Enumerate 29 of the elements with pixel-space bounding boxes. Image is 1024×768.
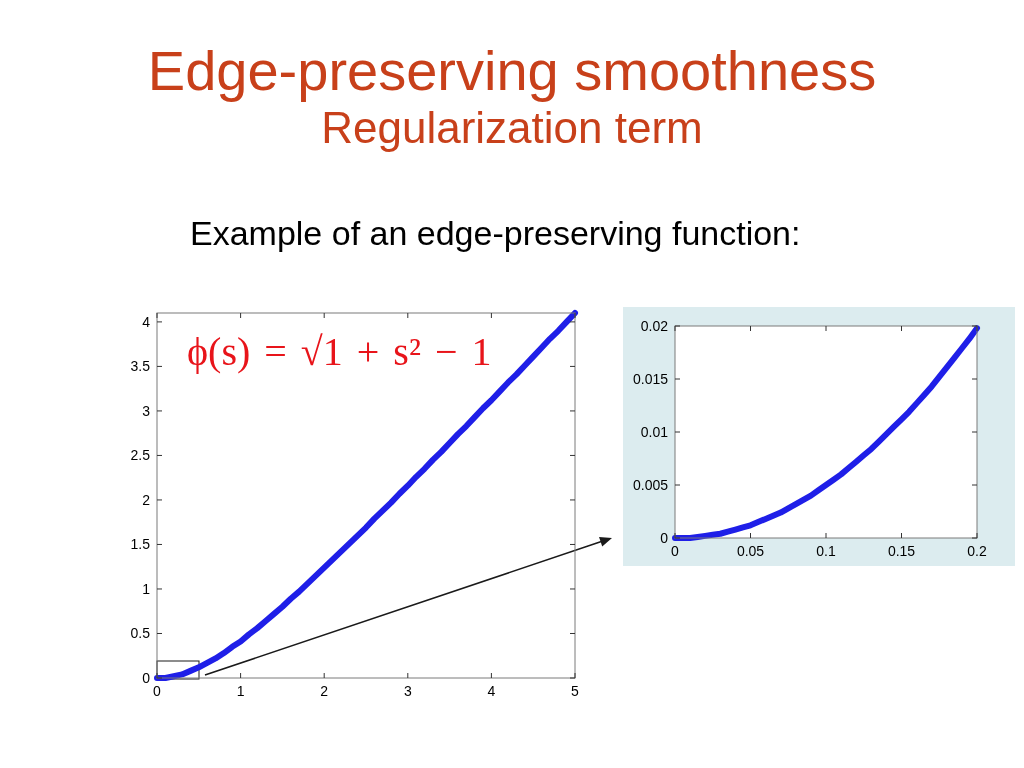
y-tick-label: 0.005 <box>632 476 669 493</box>
x-tick-label: 0 <box>153 683 162 699</box>
x-tick-label: 0 <box>671 543 680 559</box>
y-tick-label: 3 <box>142 402 151 419</box>
y-tick-label: 3.5 <box>130 358 151 375</box>
y-tick-label: 1.5 <box>130 536 151 553</box>
y-tick-label: 0 <box>660 529 669 546</box>
text: Example of an edge-preserving function: <box>190 214 801 252</box>
y-tick-label: 2 <box>142 491 151 508</box>
x-tick-label: 0.2 <box>967 543 987 559</box>
y-tick-label: 0.015 <box>632 370 669 387</box>
x-tick-label: 0.05 <box>736 543 765 559</box>
x-tick-label: 4 <box>487 683 496 699</box>
y-tick-label: 4 <box>142 313 151 330</box>
y-tick-label: 0.5 <box>130 625 151 642</box>
chart-title: Edge-preserving smoothness <box>147 39 877 102</box>
y-tick-label: 1 <box>142 580 151 597</box>
x-tick-label: 0.1 <box>816 543 836 559</box>
x-tick-label: 1 <box>236 683 245 699</box>
y-tick-label: 0.01 <box>640 423 669 440</box>
x-tick-label: 2 <box>320 683 329 699</box>
chart-subtitle: Regularization term <box>321 103 703 152</box>
x-tick-label: 0.15 <box>887 543 916 559</box>
annotation: ϕ(s) = √1 + s² − 1 <box>187 329 492 374</box>
y-tick-label: 0 <box>142 669 151 686</box>
x-tick-label: 3 <box>403 683 412 699</box>
y-tick-label: 2.5 <box>130 447 151 464</box>
y-tick-label: 0.02 <box>640 317 669 334</box>
x-tick-label: 5 <box>571 683 580 699</box>
